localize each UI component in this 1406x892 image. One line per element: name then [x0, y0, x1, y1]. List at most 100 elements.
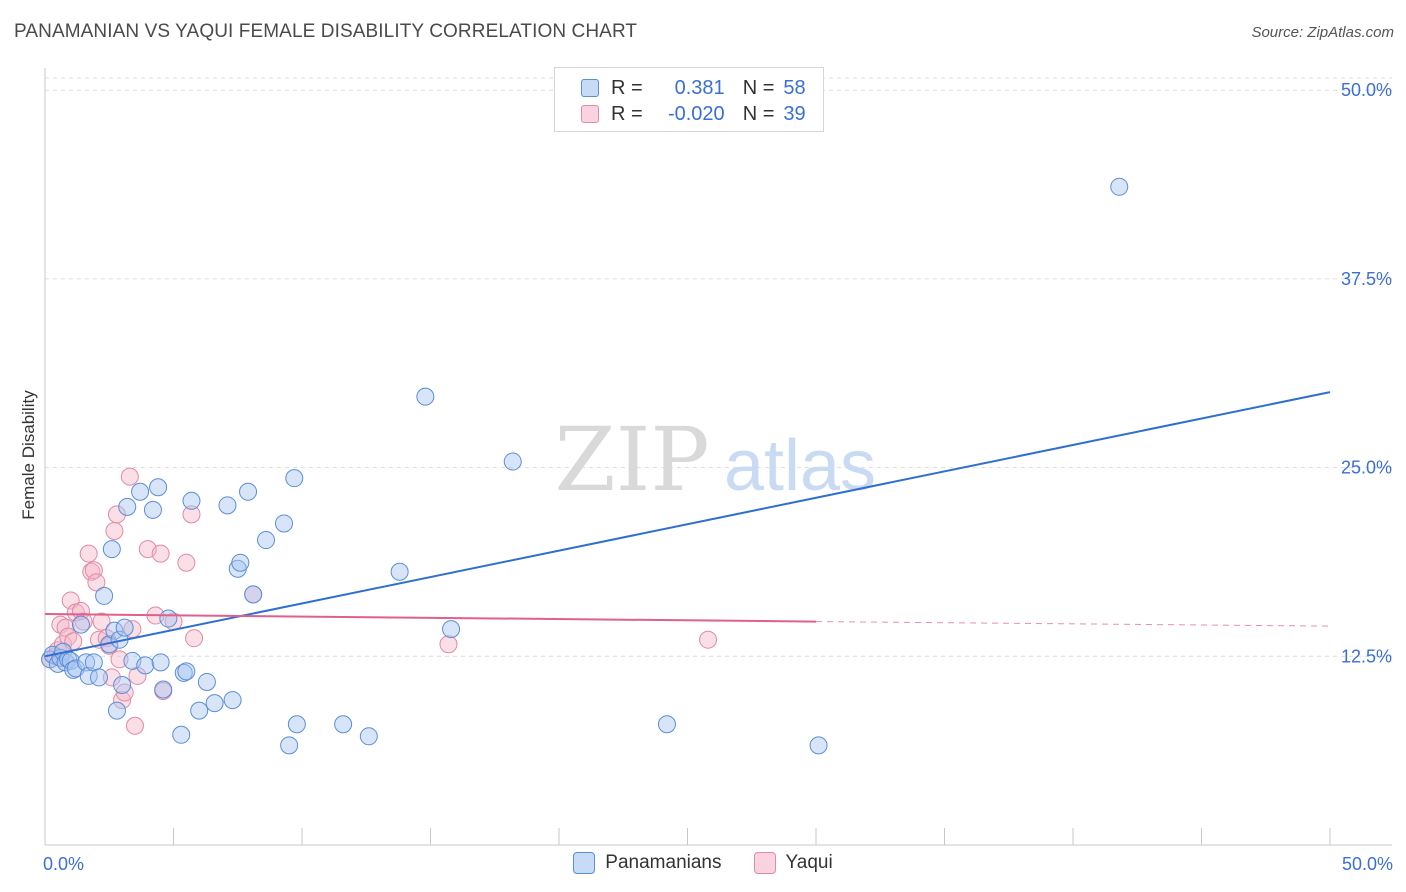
panamanian-point: [657, 715, 676, 734]
panamanian-point: [285, 469, 304, 488]
panamanian-point: [77, 653, 96, 672]
yaqui-point: [115, 683, 134, 702]
panamanian-point: [172, 725, 191, 744]
x-tick-labels: 0.0% 50.0%: [43, 854, 1393, 874]
axes: [44, 68, 1392, 846]
y-tick-label: 50.0%: [1341, 80, 1392, 100]
panamanian-point: [231, 553, 250, 572]
y-tick-label: 37.5%: [1341, 269, 1392, 289]
panamanian-point: [218, 496, 237, 515]
x-tick-label: 0.0%: [43, 854, 84, 874]
yaqui-point: [110, 650, 129, 669]
legend-row-panamanians: R = 0.381 N = 58: [581, 76, 806, 100]
legend-n-value: 58: [783, 76, 806, 99]
yaqui-point: [74, 612, 93, 631]
panamanian-point: [105, 621, 124, 640]
gridlines: [45, 77, 1392, 657]
source-label: Source: ZipAtlas.com: [1251, 24, 1394, 41]
panamanian-point: [131, 482, 150, 501]
panamanian-point: [113, 675, 132, 694]
legend-label: Panamanians: [605, 852, 722, 873]
panamanian-trend-line: [44, 391, 1331, 658]
panamanian-point: [89, 668, 108, 687]
panamanian-point: [809, 736, 828, 755]
yaqui-trend-extension: [815, 621, 1331, 627]
yaqui-point: [699, 630, 718, 649]
legend-swatch-pink: [753, 852, 776, 874]
yaqui-point: [120, 467, 139, 486]
panamanian-point: [197, 672, 216, 691]
yaqui-point: [84, 561, 103, 580]
panamanian-point: [143, 500, 162, 519]
panamanian-point: [118, 497, 137, 516]
legend-r-value: -0.020: [667, 102, 725, 125]
panamanian-points: [41, 177, 1129, 755]
yaqui-point: [182, 505, 201, 524]
yaqui-point: [125, 716, 144, 735]
panamanian-point: [159, 609, 178, 628]
panamanian-point: [223, 691, 242, 710]
y-tick-label: 25.0%: [1341, 458, 1392, 478]
yaqui-point: [151, 544, 170, 563]
panamanian-point: [84, 653, 103, 672]
panamanian-point: [334, 715, 353, 734]
legend-r-value: 0.381: [674, 76, 725, 99]
panamanian-point: [182, 491, 201, 510]
yaqui-point: [439, 635, 458, 654]
correlation-legend: R = 0.381 N = 58 R = -0.020 N = 39: [554, 67, 824, 132]
panamanian-point: [257, 531, 276, 550]
watermark-zip: ZIP: [554, 408, 709, 511]
y-tick-label: 12.5%: [1341, 646, 1392, 666]
panamanian-point: [190, 701, 209, 720]
legend-n-label: N =: [742, 76, 775, 99]
legend-swatch-pink: [581, 105, 599, 123]
panamanian-point: [390, 562, 409, 581]
panamanian-point: [503, 452, 522, 471]
yaqui-point: [102, 668, 121, 687]
panamanian-point: [359, 727, 378, 746]
panamanian-point: [151, 653, 170, 672]
panamanian-point: [239, 482, 258, 501]
yaqui-point: [92, 612, 111, 631]
legend-label: Yaqui: [785, 852, 833, 873]
panamanian-point: [442, 620, 461, 639]
chart-title: PANAMANIAN VS YAQUI FEMALE DISABILITY CO…: [14, 21, 638, 42]
legend-swatch-blue: [573, 852, 596, 874]
y-tick-labels: 12.5% 25.0% 37.5% 50.0%: [1341, 80, 1392, 666]
panamanian-point: [136, 656, 155, 675]
panamanian-point: [95, 586, 114, 605]
panamanian-point: [102, 540, 121, 559]
yaqui-trend-line: [44, 613, 817, 623]
yaqui-point: [177, 553, 196, 572]
y-axis-label: Female Disability: [19, 390, 38, 520]
panamanian-point: [115, 618, 134, 637]
legend-swatch-blue: [581, 79, 599, 97]
panamanian-point: [154, 680, 173, 699]
panamanian-point: [1110, 177, 1129, 196]
legend-item-panamanians[interactable]: Panamanians: [573, 852, 722, 874]
yaqui-point: [185, 629, 204, 648]
panamanian-point: [107, 701, 126, 720]
legend-item-yaqui[interactable]: Yaqui: [753, 852, 833, 874]
panamanian-point: [280, 736, 299, 755]
panamanian-point: [416, 387, 435, 406]
panamanian-point: [244, 585, 263, 604]
yaqui-point: [87, 573, 106, 592]
panamanian-point: [275, 514, 294, 533]
x-tick-label: 50.0%: [1342, 854, 1393, 874]
panamanian-point: [149, 478, 168, 497]
panamanian-point: [287, 715, 306, 734]
panamanian-point: [71, 615, 90, 634]
yaqui-point: [107, 505, 126, 524]
yaqui-point: [105, 522, 124, 540]
panamanian-point: [177, 662, 196, 681]
series-legend: Panamanians Yaqui: [0, 852, 1406, 874]
yaqui-point: [79, 544, 98, 563]
legend-n-label: N =: [742, 102, 775, 125]
trend-lines: [44, 391, 1331, 658]
legend-n-value: 39: [783, 102, 806, 125]
yaqui-point: [113, 691, 132, 710]
watermark-atlas: atlas: [724, 426, 876, 506]
legend-r-label: R =: [611, 102, 643, 125]
